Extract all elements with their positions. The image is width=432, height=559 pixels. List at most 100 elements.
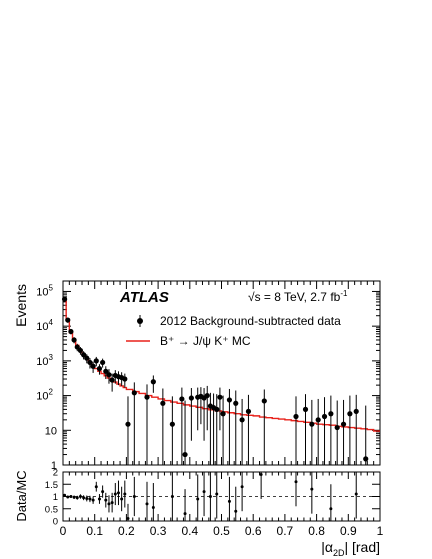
data-point	[125, 421, 131, 427]
ratio-point	[215, 492, 219, 496]
x-tick-label: 0.6	[245, 524, 262, 538]
data-point	[122, 376, 128, 382]
data-point	[81, 352, 87, 358]
ratio-point	[101, 490, 105, 494]
main-y-tick-label-exponent: 2	[49, 388, 54, 397]
x-tick-label: 0.8	[308, 524, 325, 538]
x-tick-label: 1	[377, 524, 384, 538]
data-point	[321, 413, 328, 420]
ratio-y-tick-label: 0.5	[45, 504, 58, 515]
x-tick-label: 0.4	[181, 524, 198, 538]
data-point	[226, 397, 233, 403]
data-points	[61, 296, 369, 465]
ratio-point	[104, 498, 108, 502]
ratio-point	[196, 497, 200, 501]
energy-label-exponent: -1	[340, 289, 348, 298]
ratio-point	[63, 493, 67, 497]
data-point	[100, 359, 106, 366]
legend-data-marker	[137, 318, 143, 324]
main-y-tick-label-exponent: 4	[49, 318, 54, 327]
x-tick-label: 0.7	[277, 524, 294, 538]
x-tick-label: 0.5	[213, 524, 230, 538]
main-y-tick-label-base: 10	[36, 286, 48, 298]
main-y-tick-label: 103	[36, 353, 53, 368]
ratio-point	[66, 495, 70, 499]
ratio-point	[202, 490, 206, 494]
main-y-tick-label-base: 10	[36, 356, 48, 368]
data-point	[245, 408, 252, 415]
x-axis-label-tail: | [rad]	[344, 539, 380, 555]
data-point	[340, 421, 347, 427]
main-y-tick-label-base: 10	[45, 425, 57, 437]
x-axis-label-sub: 2D	[333, 548, 345, 558]
data-point	[363, 456, 369, 462]
data-point	[220, 411, 226, 417]
ratio-point	[116, 491, 120, 495]
ratio-point	[234, 509, 238, 513]
data-point	[302, 406, 309, 412]
ratio-point	[132, 495, 136, 498]
data-point	[65, 317, 71, 323]
data-point	[169, 421, 175, 427]
data-point	[77, 347, 84, 354]
x-axis-label-main: |α	[321, 539, 333, 555]
main-y-tick-label: 1	[51, 460, 57, 472]
x-tick-label: 0.2	[118, 524, 135, 538]
data-point	[68, 328, 74, 335]
main-y-tick-label: 102	[36, 388, 53, 403]
data-point	[182, 451, 188, 458]
ratio-point	[240, 485, 244, 489]
data-point	[144, 394, 150, 400]
ratio-y-ticks: 0 0.511.52	[45, 468, 380, 528]
ratio-point	[123, 492, 127, 496]
data-point	[293, 413, 299, 420]
data-point	[160, 400, 166, 406]
x-tick-label: 0	[60, 524, 67, 538]
main-y-tick-label-base: 10	[36, 391, 48, 403]
data-point	[353, 408, 359, 415]
x-tick-label: 0.9	[340, 524, 357, 538]
data-point	[96, 365, 103, 372]
ratio-point	[75, 496, 79, 500]
main-y-tick-label: 104	[36, 318, 53, 333]
x-tick-label: 0.1	[86, 524, 103, 538]
data-point	[61, 296, 68, 302]
ratio-point	[126, 517, 130, 521]
data-point	[71, 337, 77, 343]
ratio-point	[91, 498, 95, 502]
ratio-point	[294, 480, 298, 484]
data-point	[315, 417, 321, 423]
main-y-axis-label: Events	[13, 284, 29, 327]
data-point	[217, 394, 223, 400]
main-x-ticks	[62, 281, 381, 465]
main-y-tick-label-base: 1	[51, 460, 57, 472]
data-point	[93, 358, 99, 364]
main-y-tick-label-base: 10	[36, 321, 48, 333]
atlas-label: ATLAS	[119, 289, 169, 306]
ratio-y-tick-label: 0	[53, 517, 58, 528]
ratio-points	[63, 472, 358, 521]
ratio-point	[183, 512, 187, 516]
ratio-point	[145, 502, 149, 506]
ratio-point	[72, 495, 76, 499]
ratio-point	[227, 499, 231, 503]
data-point	[87, 359, 93, 366]
data-point	[109, 377, 115, 383]
ratio-point	[85, 496, 89, 500]
ratio-y-tick-label: 2	[53, 468, 58, 479]
ratio-point	[329, 507, 333, 511]
ratio-point	[82, 496, 86, 500]
main-y-tick-label-exponent: 3	[49, 353, 54, 362]
data-point	[328, 411, 334, 417]
data-point	[131, 390, 137, 396]
main-y-tick-label: 10	[45, 425, 57, 437]
data-point	[84, 355, 90, 361]
x-tick-label: 0.3	[150, 524, 167, 538]
ratio-y-tick-label: 1.5	[45, 480, 58, 491]
data-point	[90, 363, 96, 369]
data-point	[347, 411, 353, 417]
energy-label-text: √s = 8 TeV, 2.7 fb	[248, 290, 341, 304]
data-point	[106, 372, 112, 378]
